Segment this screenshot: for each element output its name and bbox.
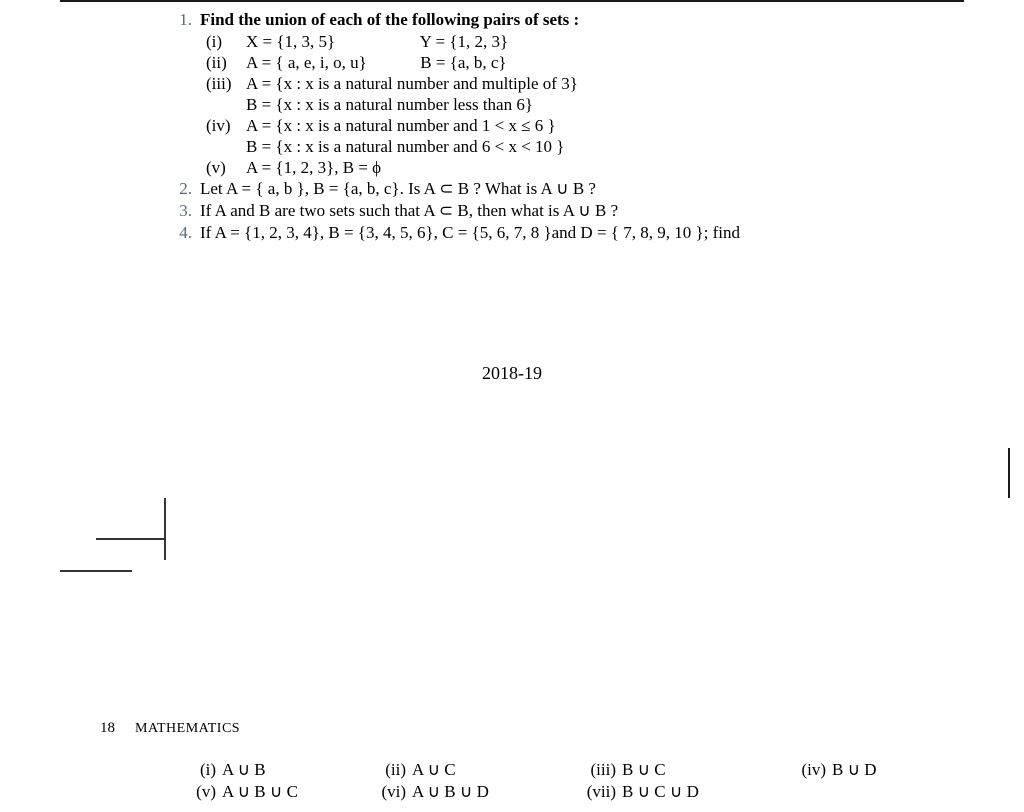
divider-tick [1008,448,1010,498]
crop-mark-2 [60,570,132,572]
opt-v: (v) A ∪ B ∪ C [180,782,370,802]
page-header-line: 18 MATHEMATICS [100,720,240,737]
q3-number: 3. [170,201,200,221]
crop-mark-1 [96,538,166,540]
q1-ii: (ii) A = { a, e, i, o, u} B = {a, b, c} [206,53,964,73]
q2-number: 2. [170,179,200,199]
question-3: 3. If A and B are two sets such that A ⊂… [170,201,964,221]
q1-v: (v) A = {1, 2, 3}, B = ϕ [206,158,964,178]
question-block: 1. Find the union of each of the followi… [170,10,964,243]
q2-text: Let A = { a, b }, B = {a, b, c}. Is A ⊂ … [200,179,596,199]
opt-vi: (vi) A ∪ B ∪ D [370,782,580,802]
page-number: 18 [100,720,115,737]
opt-ii-num: (ii) [370,760,406,780]
q1-number: 1. [170,10,200,30]
q1-iv-b: B = {x : x is a natural number and 6 < x… [246,137,964,157]
q1-i-a: X = {1, 3, 5} [246,32,416,52]
q1-ii-text: A = { a, e, i, o, u} B = {a, b, c} [246,53,507,73]
q1-iv: (iv) A = {x : x is a natural number and … [206,116,964,136]
q1-ii-a: A = { a, e, i, o, u} [246,53,416,73]
chapter-name: MATHEMATICS [135,721,240,737]
opt-iii: (iii) B ∪ C [580,760,790,780]
q1-i-num: (i) [206,32,246,52]
opt-ii: (ii) A ∪ C [370,760,580,780]
q1-iii-b: B = {x : x is a natural number less than… [246,95,964,115]
opt-vii-val: B ∪ C ∪ D [622,782,699,802]
crop-mark-3 [164,498,166,560]
opt-v-num: (v) [180,782,216,802]
page-top: 1. Find the union of each of the followi… [0,0,1024,399]
q1-text: Find the union of each of the following … [200,10,579,30]
opt-iii-num: (iii) [580,760,616,780]
opt-iv-num: (iv) [790,760,826,780]
q1-i-b: Y = {1, 2, 3} [420,32,509,51]
opt-i-num: (i) [180,760,216,780]
opt-vi-num: (vi) [370,782,406,802]
question-1: 1. Find the union of each of the followi… [170,10,964,30]
year-footer: 2018-19 [60,363,964,384]
options-grid: (i) A ∪ B (ii) A ∪ C (iii) B ∪ C (iv) B … [180,760,964,804]
opt-vi-val: A ∪ B ∪ D [412,782,489,802]
opt-iii-val: B ∪ C [622,760,666,780]
opt-v-val: A ∪ B ∪ C [222,782,298,802]
opt-iv-val: B ∪ D [832,760,877,780]
q1-v-a: A = {1, 2, 3}, B = ϕ [246,158,381,178]
q1-iii: (iii) A = {x : x is a natural number and… [206,74,964,94]
question-4: 4. If A = {1, 2, 3, 4}, B = {3, 4, 5, 6}… [170,223,964,243]
question-2: 2. Let A = { a, b }, B = {a, b, c}. Is A… [170,179,964,199]
q3-text: If A and B are two sets such that A ⊂ B,… [200,201,618,221]
opt-ii-val: A ∪ C [412,760,456,780]
q1-i-text: X = {1, 3, 5} Y = {1, 2, 3} [246,32,508,52]
options-row-2: (v) A ∪ B ∪ C (vi) A ∪ B ∪ D (vii) B ∪ C… [180,782,964,802]
opt-vii: (vii) B ∪ C ∪ D [580,782,790,802]
q1-iii-a: A = {x : x is a natural number and multi… [246,74,578,94]
q1-iv-num: (iv) [206,116,246,136]
q1-i: (i) X = {1, 3, 5} Y = {1, 2, 3} [206,32,964,52]
q1-v-num: (v) [206,158,246,178]
q1-ii-num: (ii) [206,53,246,73]
options-row-1: (i) A ∪ B (ii) A ∪ C (iii) B ∪ C (iv) B … [180,760,964,780]
opt-i-val: A ∪ B [222,760,266,780]
q1-iii-num: (iii) [206,74,246,94]
q4-text: If A = {1, 2, 3, 4}, B = {3, 4, 5, 6}, C… [200,223,740,243]
q1-ii-b: B = {a, b, c} [420,53,506,72]
q1-iv-a: A = {x : x is a natural number and 1 < x… [246,116,556,136]
opt-vii-num: (vii) [580,782,616,802]
opt-i: (i) A ∪ B [180,760,370,780]
q4-number: 4. [170,223,200,243]
opt-iv: (iv) B ∪ D [790,760,980,780]
q1-subitems: (i) X = {1, 3, 5} Y = {1, 2, 3} (ii) A =… [206,32,964,178]
